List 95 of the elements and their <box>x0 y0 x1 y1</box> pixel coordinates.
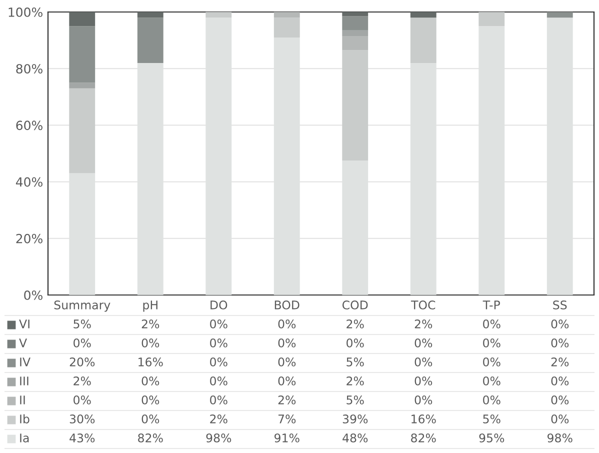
data-label: 0% <box>414 357 432 366</box>
x-tick-label: BOD <box>274 300 300 310</box>
legend-label: III <box>20 376 28 386</box>
x-tick-label: SS <box>553 300 567 310</box>
legend-label: V <box>19 338 27 348</box>
data-label: 0% <box>414 338 432 348</box>
data-label: 2% <box>142 319 160 328</box>
bar <box>206 12 232 18</box>
bar <box>410 12 436 18</box>
legend-label: II <box>20 396 25 404</box>
data-label: 39% <box>342 414 368 424</box>
data-label: 5% <box>74 319 91 328</box>
data-label: 0% <box>483 319 500 328</box>
data-label: 0% <box>483 395 500 404</box>
data-label: 30% <box>70 414 95 424</box>
data-label: 48% <box>342 433 368 442</box>
data-label: 2% <box>74 376 91 386</box>
bar <box>69 82 96 88</box>
data-label: 2% <box>210 414 228 424</box>
data-label: 95% <box>479 433 504 442</box>
data-label: 16% <box>412 414 436 424</box>
bar <box>69 88 96 174</box>
data-label: 5% <box>346 395 364 404</box>
data-label: 91% <box>274 433 300 442</box>
bar <box>342 30 368 36</box>
data-label: 0% <box>483 338 500 348</box>
y-tick-label: 60% <box>16 120 42 130</box>
y-tick-label: 0% <box>24 290 42 300</box>
bar <box>342 36 368 50</box>
data-label: 0% <box>210 376 228 386</box>
data-label: 0% <box>278 376 296 386</box>
data-label: 0% <box>210 357 228 366</box>
x-tick-label: DO <box>210 300 228 310</box>
data-label: 0% <box>210 395 228 404</box>
bar <box>69 26 96 83</box>
data-label: 0% <box>278 357 296 366</box>
data-label: 0% <box>551 395 569 404</box>
bar <box>274 12 300 18</box>
y-tick-label: 20% <box>16 234 42 244</box>
bar <box>274 18 300 38</box>
data-label: 0% <box>483 376 500 386</box>
data-label: 98% <box>548 433 572 442</box>
data-label: 0% <box>142 338 160 348</box>
data-label: 5% <box>483 414 500 424</box>
legend-label: Ib <box>20 414 30 424</box>
data-label: 82% <box>138 433 163 442</box>
data-label: 2% <box>278 395 296 404</box>
data-label: 2% <box>346 376 364 386</box>
bar <box>410 18 436 63</box>
data-label: 0% <box>142 414 160 424</box>
data-label: 0% <box>210 338 228 348</box>
data-label: 0% <box>210 319 228 328</box>
data-label: 82% <box>411 433 436 442</box>
data-label: 0% <box>346 338 364 348</box>
x-tick-label: Summary <box>54 300 110 312</box>
data-label: 0% <box>142 376 160 386</box>
data-label: 98% <box>206 433 232 442</box>
data-label: 20% <box>70 357 95 366</box>
y-tick-label: 100% <box>8 7 42 17</box>
data-label: 0% <box>551 319 569 328</box>
y-tick-label: 80% <box>16 64 42 74</box>
data-label: 0% <box>414 395 432 404</box>
x-tick-label: COD <box>342 300 368 310</box>
data-label: 16% <box>138 357 163 366</box>
data-label: 2% <box>551 357 569 366</box>
x-tick-label: pH <box>143 300 158 312</box>
bar <box>137 12 164 18</box>
bar <box>342 50 368 161</box>
data-label: 0% <box>74 395 91 404</box>
data-label: 0% <box>551 414 569 424</box>
legend-label: Ia <box>20 434 29 442</box>
data-label: 43% <box>70 433 95 442</box>
bar <box>546 12 573 18</box>
bar <box>69 12 96 26</box>
data-label: 0% <box>278 338 296 348</box>
x-tick-label: T-P <box>482 300 500 310</box>
data-label: 0% <box>551 376 569 386</box>
x-tick-label: TOC <box>410 300 436 310</box>
data-label: 7% <box>278 414 296 424</box>
bar <box>137 18 164 63</box>
bar <box>342 12 368 16</box>
bar <box>478 12 505 26</box>
legend-label: IV <box>20 358 30 366</box>
data-label: 0% <box>551 338 569 348</box>
data-label: 2% <box>346 319 364 328</box>
data-label: 5% <box>346 357 364 366</box>
legend-label: VI <box>19 320 30 328</box>
bar <box>342 16 368 30</box>
y-tick-label: 40% <box>16 177 42 187</box>
data-label: 0% <box>414 376 432 386</box>
data-label: 2% <box>414 319 432 328</box>
data-label: 0% <box>74 338 91 348</box>
data-label: 0% <box>142 395 160 404</box>
data-label: 0% <box>278 319 296 328</box>
data-label: 0% <box>483 357 500 366</box>
